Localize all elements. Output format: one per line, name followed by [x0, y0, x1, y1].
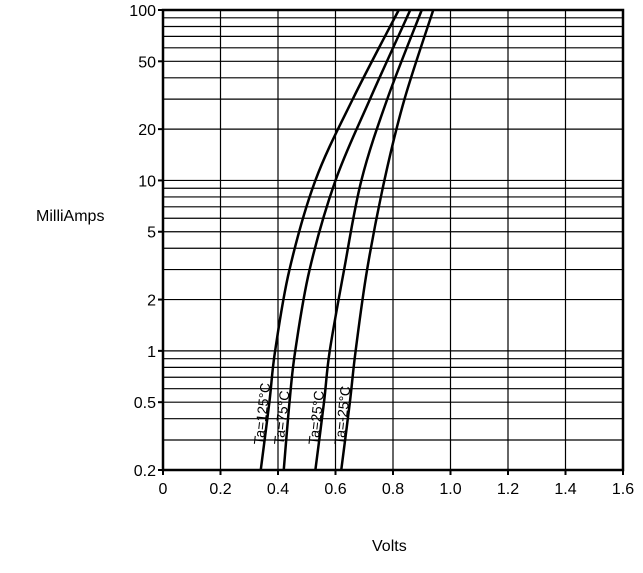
x-tick-label: 1.2: [497, 481, 519, 498]
y-tick-label: 50: [138, 54, 156, 71]
x-axis-label: Volts: [372, 538, 407, 555]
x-tick-label: 1.6: [612, 481, 634, 498]
x-tick-label: 0.2: [209, 481, 231, 498]
series-annotation: Ta=75°C: [271, 390, 293, 446]
x-tick-label: 1.0: [439, 481, 461, 498]
series-line: [340, 9, 435, 471]
x-tick-label: 0: [159, 481, 168, 498]
y-tick-label: 1: [147, 344, 156, 361]
x-tick-label: 1.4: [554, 481, 576, 498]
y-axis-label: MilliAmps: [36, 208, 105, 225]
x-tick-label: 0.8: [382, 481, 404, 498]
series-annotation: Ta=25°C: [305, 390, 327, 446]
y-tick-label: 20: [138, 122, 156, 139]
y-tick-label: 0.5: [134, 395, 156, 412]
series-line: [259, 9, 400, 471]
x-tick-label: 0.6: [324, 481, 346, 498]
series-line: [282, 9, 412, 471]
y-tick-label: 100: [129, 3, 156, 20]
y-tick-label: 2: [147, 293, 156, 310]
y-tick-label: 10: [138, 173, 156, 190]
series-annotation: Ta=-25°C: [331, 385, 353, 445]
series-line: [314, 9, 423, 471]
y-tick-label: 5: [147, 225, 156, 242]
y-tick-label: 0.2: [134, 463, 156, 480]
series-annotation: Ta=125°C: [250, 382, 273, 445]
x-tick-label: 0.4: [267, 481, 289, 498]
